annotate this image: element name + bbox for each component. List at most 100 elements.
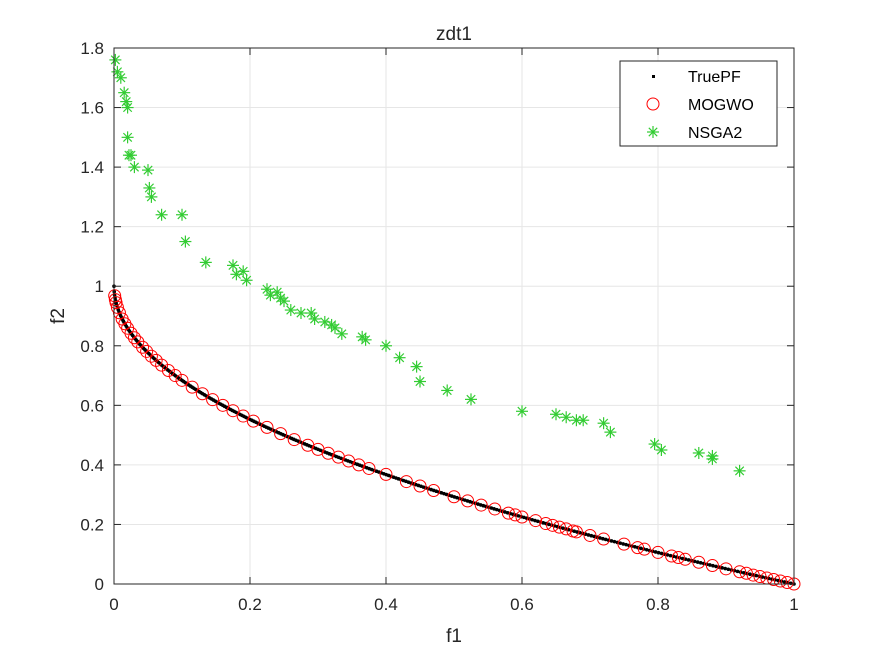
mogwo-point (501, 506, 515, 520)
nsga2-point (125, 149, 137, 162)
mogwo-point (474, 498, 488, 512)
y-tick-label: 0.8 (80, 337, 104, 356)
nsga2-point (441, 384, 454, 397)
truepf-point (708, 563, 712, 567)
truepf-point (644, 547, 649, 552)
y-tick-label: 1.8 (80, 39, 104, 58)
mogwo-point (379, 467, 393, 481)
mogwo-point (136, 340, 150, 354)
mogwo-point (678, 552, 692, 566)
truepf-point (711, 563, 715, 568)
legend-asterisk-marker (647, 126, 659, 138)
truepf-point (686, 558, 691, 562)
nsga2-point (410, 360, 423, 373)
truepf-point (782, 580, 787, 584)
legend-entry-mogwo: MOGWO (646, 97, 754, 114)
mogwo-point (583, 528, 597, 542)
nsga2-point (550, 408, 562, 421)
mogwo-point (692, 555, 706, 569)
truepf-point (639, 546, 643, 551)
nsga2-point (121, 101, 134, 114)
mogwo-point (739, 566, 753, 580)
mogwo-point (109, 296, 123, 310)
mogwo-point (216, 398, 230, 412)
x-axis-label: f1 (446, 626, 462, 647)
truepf-point (535, 519, 540, 524)
nsga2-point (577, 414, 590, 427)
truepf-point (789, 581, 793, 586)
truepf-point (633, 545, 637, 549)
mogwo-point (260, 420, 274, 434)
nsga2-point (109, 53, 122, 66)
truepf-point (665, 553, 670, 557)
truepf-point (586, 533, 591, 537)
truepf-point (720, 566, 724, 570)
nsga2-point (155, 208, 168, 221)
tick-labels: 0 0.2 0.4 0.6 0.8 1 0 0.2 0.4 0.6 0.8 1 1.2 1.4 1.6 1.8 (80, 39, 798, 614)
nsga2-point (295, 307, 307, 320)
truepf-point (741, 570, 746, 575)
truepf-point (503, 510, 507, 514)
mogwo-point (597, 532, 611, 546)
nsga2-point (733, 464, 746, 477)
truepf-point (533, 518, 537, 523)
y-tick-label: 0.2 (80, 515, 104, 534)
x-tick-label: 0.2 (238, 595, 262, 614)
nsga2-point (145, 190, 158, 203)
truepf-point (695, 560, 700, 564)
nsga2-point (237, 265, 250, 278)
mogwo-point (287, 433, 301, 447)
nsga2-point (176, 208, 188, 221)
mogwo-point (773, 574, 787, 588)
nsga2-point (308, 312, 321, 325)
x-tick-label: 1 (789, 595, 798, 614)
legend-dot-marker (652, 75, 655, 78)
mogwo-point (127, 331, 141, 345)
x-tick-label: 0 (109, 595, 118, 614)
nsga2-point (284, 304, 297, 317)
truepf-point (659, 551, 664, 556)
legend-box (619, 60, 778, 147)
mogwo-point (236, 409, 250, 423)
mogwo-point (780, 576, 794, 590)
truepf-point (692, 559, 697, 564)
truepf-point (668, 553, 673, 558)
y-tick-label: 0.6 (80, 396, 104, 415)
mogwo-point (546, 518, 560, 532)
mogwo-point (155, 358, 169, 372)
mogwo-point (719, 562, 733, 576)
nsga2-point (227, 259, 239, 272)
nsga2-point (359, 333, 372, 346)
nsga2-point (597, 417, 610, 430)
mogwo-point (539, 517, 553, 531)
nsga2-point (380, 339, 392, 352)
truepf-point (522, 515, 526, 520)
mogwo-point (515, 510, 529, 524)
legend-entry-truepf: TruePF (652, 69, 741, 86)
truepf-point (621, 542, 625, 546)
mogwo-point (552, 520, 566, 534)
mogwo-point (447, 490, 461, 504)
nsga2-point (692, 446, 705, 459)
mogwo-point (110, 300, 124, 314)
y-tick-label: 1 (95, 277, 104, 296)
nsga2-point (128, 161, 141, 174)
truepf-point (624, 542, 628, 547)
nsga2-point (570, 414, 583, 427)
truepf-point (680, 556, 685, 561)
nsga2-point (414, 375, 426, 388)
mogwo-point (140, 344, 154, 358)
y-tick-label: 0.4 (80, 456, 104, 475)
nsga2-point (142, 164, 154, 177)
mogwo-point (617, 537, 631, 551)
truepf-point (601, 536, 605, 541)
legend-label-nsga2: NSGA2 (688, 125, 742, 142)
mogwo-point (206, 393, 220, 407)
nsga2-point (261, 283, 273, 296)
mogwo-point (569, 525, 583, 539)
legend-circle-marker (646, 97, 660, 111)
mogwo-point (175, 373, 189, 387)
mogwo-point (651, 545, 665, 559)
